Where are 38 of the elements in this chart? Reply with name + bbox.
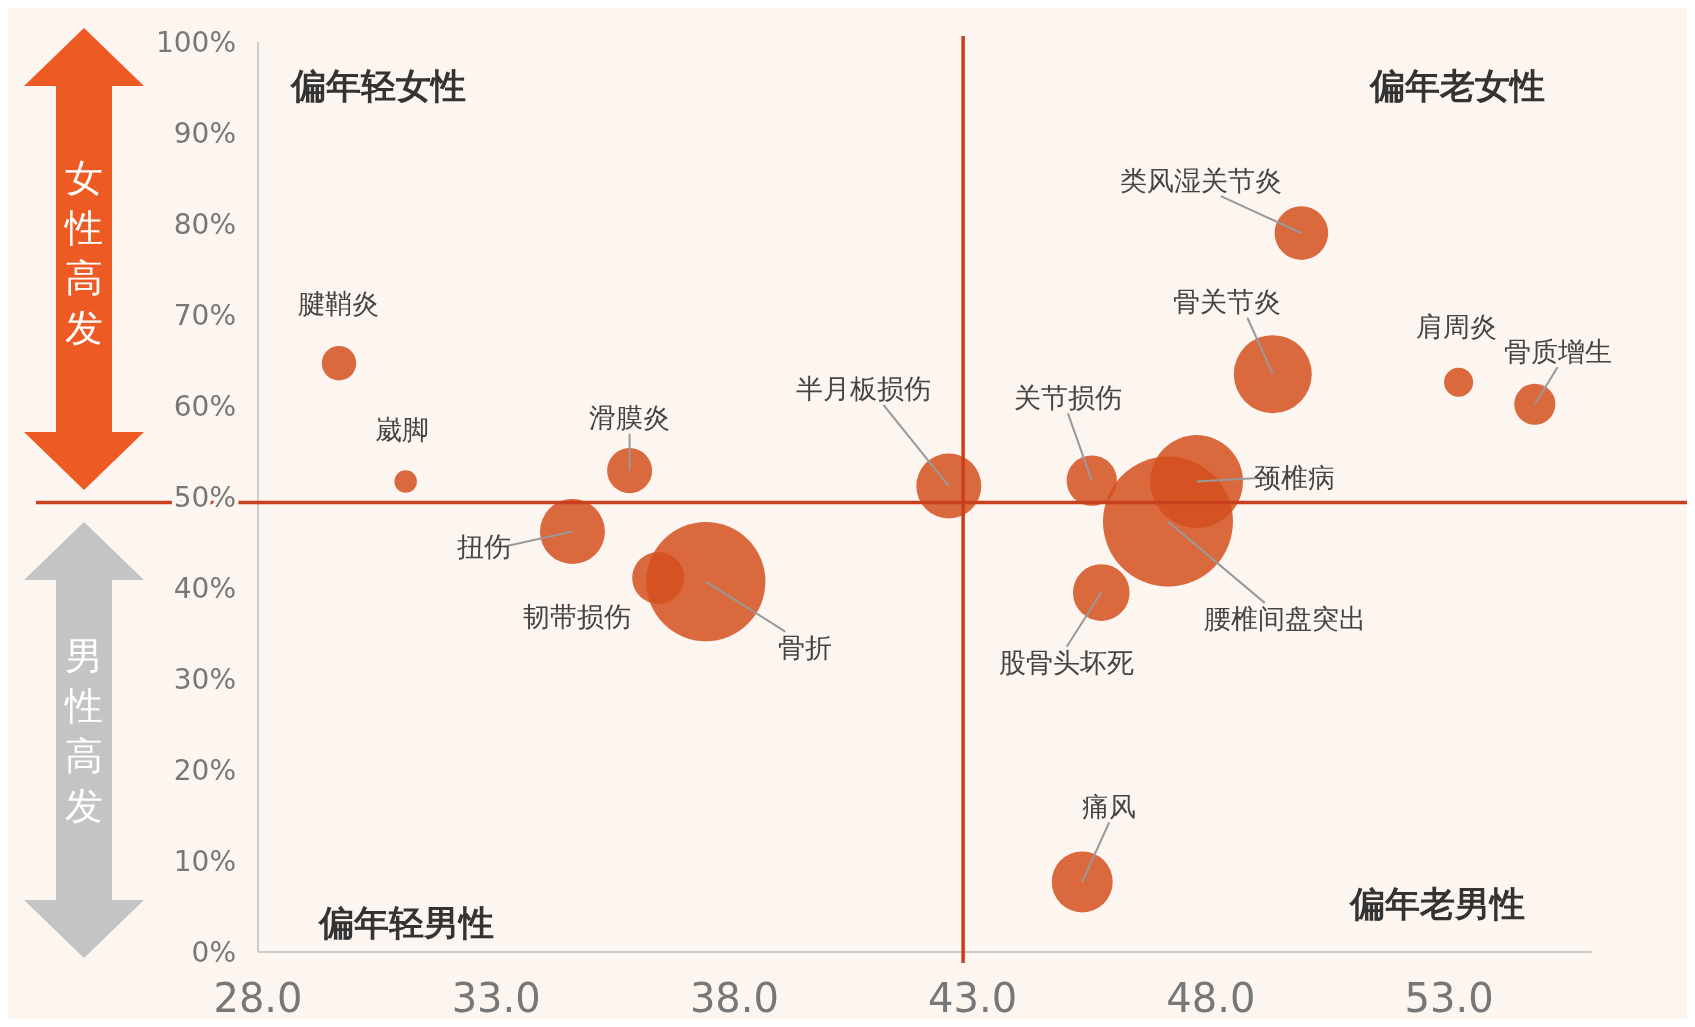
y-tick-label: 70% [173, 298, 236, 332]
series-label: 半月板损伤 [795, 373, 931, 405]
series-label: 痛风 [1082, 790, 1137, 822]
x-tick-label: 28.0 [213, 975, 303, 1021]
y-tick-label: 100% [155, 25, 236, 59]
series-label: 关节损伤 [1013, 381, 1122, 413]
annotation: 偏年老男性 [1347, 884, 1525, 924]
series-label: 骨折 [778, 632, 833, 664]
annotation: 偏年轻男性 [316, 903, 494, 943]
series-label: 股骨头坏死 [999, 647, 1135, 679]
text: 女性高发 [64, 156, 103, 350]
y-tick-label: 90% [173, 116, 236, 150]
series-label: 骨关节炎 [1173, 286, 1282, 318]
text: 男性高发 [64, 634, 103, 828]
y-tick-label: 0% [191, 935, 236, 969]
x-tick-label: 48.0 [1166, 975, 1256, 1021]
x-tick-label: 43.0 [928, 975, 1018, 1021]
series-label: 扭伤 [456, 531, 511, 563]
series-label: 腰椎间盘突出 [1203, 603, 1366, 635]
annotation: 偏年轻女性 [288, 66, 466, 106]
y-tick-label: 10% [173, 844, 236, 878]
y-tick-label: 80% [173, 207, 236, 241]
series-label: 崴脚 [375, 414, 430, 446]
x-tick-label: 38.0 [689, 975, 779, 1021]
y-tick-label: 60% [173, 389, 236, 423]
y-tick-label: 20% [173, 753, 236, 787]
x-tick-label: 33.0 [451, 975, 541, 1021]
x-tick-label: 53.0 [1404, 975, 1494, 1021]
annotation: 偏年老女性 [1367, 66, 1545, 106]
series-label: 肩周炎 [1415, 310, 1497, 342]
y-tick-label: 40% [173, 571, 236, 605]
y-tick-label: 30% [173, 662, 236, 696]
series-label: 滑膜炎 [589, 402, 671, 434]
series-label: 类风湿关节炎 [1119, 164, 1282, 196]
series-label: 骨质增生 [1503, 335, 1612, 367]
series-label: 韧带损伤 [523, 601, 632, 633]
series-label: 颈椎病 [1254, 461, 1336, 493]
series-label: 腱鞘炎 [298, 288, 380, 320]
